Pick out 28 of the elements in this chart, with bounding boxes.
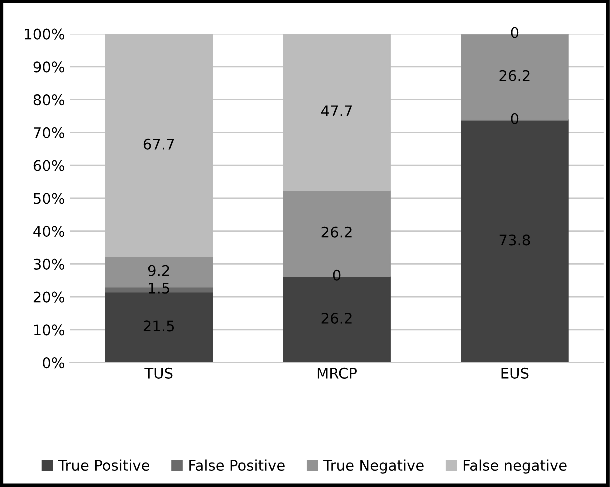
data-label: 9.2 xyxy=(148,265,170,276)
data-label: 0 xyxy=(511,27,519,38)
x-tick-label: TUS xyxy=(144,368,173,379)
data-label: 26.2 xyxy=(500,70,530,82)
data-label: 67.7 xyxy=(144,138,174,150)
data-label: 26.2 xyxy=(322,312,352,324)
legend-label: False negative xyxy=(464,460,567,474)
legend-label: True Negative xyxy=(324,460,424,474)
y-tick-label: 90% xyxy=(34,62,64,73)
data-label: 73.8 xyxy=(500,234,530,246)
data-label: 21.5 xyxy=(144,320,174,332)
data-label: 26.2 xyxy=(322,226,352,238)
legend-label: True Positive xyxy=(58,460,150,472)
x-tick-label: MRCP xyxy=(318,368,358,379)
y-tick-label: 10% xyxy=(34,324,64,336)
y-tick-label: 20% xyxy=(34,292,64,303)
x-tick-label: EUS xyxy=(502,368,529,379)
data-label: 1.5 xyxy=(149,283,170,294)
y-tick-label: 30% xyxy=(34,258,64,270)
y-tick-label: 50% xyxy=(34,193,64,204)
y-tick-label: 60% xyxy=(34,160,64,172)
y-tick-label: 40% xyxy=(34,226,64,238)
y-tick-label: 70% xyxy=(34,127,64,138)
data-label: 47.7 xyxy=(322,106,352,116)
y-tick-label: 0% xyxy=(43,358,64,369)
y-tick-label: 80% xyxy=(34,94,64,106)
legend-label: False Positive xyxy=(190,460,285,472)
y-tick-label: 100% xyxy=(25,28,64,40)
